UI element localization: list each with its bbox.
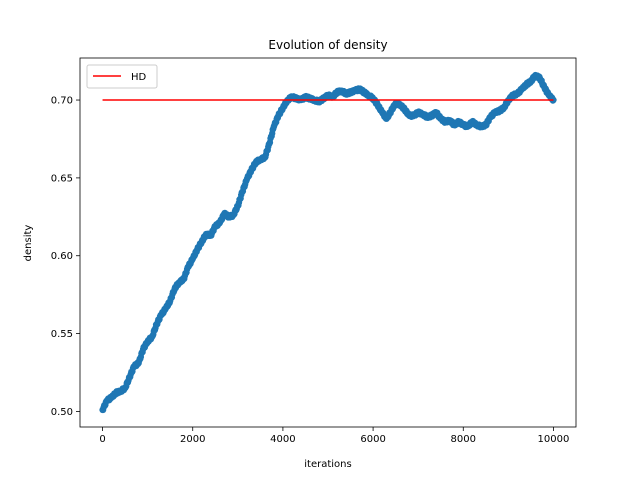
x-tick-label: 0	[99, 434, 105, 445]
x-tick-label: 4000	[270, 434, 295, 445]
x-axis-label: iterations	[304, 459, 351, 470]
y-axis-label: density	[23, 225, 34, 262]
y-tick-label: 0.60	[51, 251, 73, 262]
chart-title: Evolution of density	[268, 38, 387, 52]
y-axis: 0.50 0.55 0.60 0.65 0.70	[51, 96, 80, 418]
legend-label-hd: HD	[131, 72, 147, 83]
scatter-series	[99, 71, 557, 414]
x-tick-label: 2000	[180, 434, 205, 445]
y-tick-label: 0.50	[51, 407, 73, 418]
x-axis: 0 2000 4000 6000 8000 10000	[99, 427, 569, 445]
y-tick-label: 0.55	[51, 329, 73, 340]
y-tick-label: 0.70	[51, 96, 73, 107]
x-tick-label: 10000	[538, 434, 570, 445]
plot-area	[79, 57, 577, 428]
plot-frame	[79, 57, 577, 428]
x-tick-label: 8000	[451, 434, 476, 445]
legend: HD	[86, 64, 158, 89]
legend-box	[86, 64, 158, 89]
y-tick-label: 0.65	[51, 173, 73, 184]
x-tick-label: 6000	[360, 434, 385, 445]
